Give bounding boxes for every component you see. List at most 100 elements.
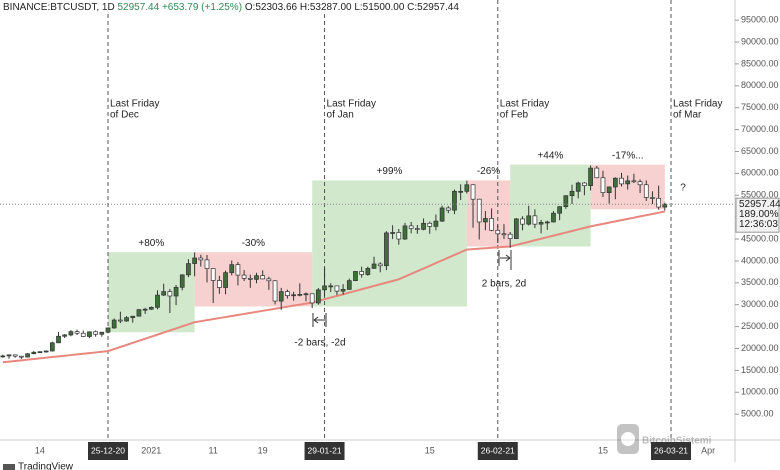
price-badge [735,197,780,233]
candle-body [415,228,420,230]
candle-body [25,353,30,358]
candle-body [148,306,154,310]
candle-body [643,184,649,198]
candle-body [625,180,631,185]
candle-body [118,319,123,322]
x-tick-label: 15 [598,445,608,455]
price-change: +653.79 (+1.25%) [162,2,242,13]
candle-body [476,198,482,223]
candle-body [371,263,377,269]
x-tick-label: 26-02-21 [481,445,515,455]
candle-body [328,285,334,288]
candle-body [650,197,655,199]
moving-average [2,210,666,364]
candle-body [297,293,303,296]
candle-body [0,355,6,358]
x-tick-label: 29-01-21 [308,445,342,455]
candle-body [167,291,173,297]
candle-body [656,197,661,208]
candle-body [390,232,395,234]
candle-body [575,182,581,192]
candle-body [322,285,327,291]
candle-body [594,167,600,179]
candle-body [291,294,296,297]
y-tick-label: 15000.00 [741,365,779,375]
box-label: -17%... [612,150,644,161]
candle-body [631,180,637,183]
watermark-text: BitcoinSistemi [642,436,712,447]
y-tick-label: 75000.00 [741,102,779,112]
marker-label: Last Friday [327,99,376,110]
candle-body [544,221,550,224]
annotation-text: 2 bars, 2d [482,279,526,290]
candle-body [396,232,402,240]
candle-body [464,184,470,192]
y-tick-label: 70000.00 [741,124,779,134]
x-tick-highlight [651,442,692,460]
y-tick-label: 30000.00 [741,299,779,309]
header-bg [0,0,420,14]
watermark-logo [621,432,635,446]
annotation: -2 bars, -2d 2 bars, 2d ? [294,183,686,349]
candle-body [316,289,321,304]
candle-body [619,177,624,185]
axes: 5000.00 10000.00 15000.00 20000.00 25000.00 3… [35,15,780,460]
box-label: +80% [138,238,164,249]
x-tick-highlight [88,442,128,460]
candle-body [600,177,606,193]
price-badge-value: 52957.44 [739,199,780,210]
candle-body [569,190,575,197]
candle-body [235,264,241,276]
candle-body [105,327,111,333]
candle-body [192,257,197,264]
candle-body [272,280,278,302]
candle-body [124,317,129,322]
candle-body [285,291,290,297]
ohlc: O:52303.66 H:53287.00 L:51500.00 C:52957… [245,2,460,13]
candle-body [229,264,235,274]
candle-body [198,257,204,261]
candle-body [278,291,284,302]
price-badge-change: 189.00% [739,209,779,220]
x-tick-label: 26-03-21 [654,445,688,455]
candle-body [402,225,408,240]
plot-area: +80% -30%+99% -26%+44% -17%...Last Fridayof… [0,0,735,440]
candle-body [495,229,501,235]
marker-label: Last Friday [673,99,722,110]
x-tick-label: 14 [35,445,45,455]
candle-body [526,215,532,225]
y-tick-label: 90000.00 [741,36,779,46]
box-label: +44% [537,150,563,161]
candle-body [408,225,414,229]
candle-body [520,218,525,225]
candle-body [142,308,148,311]
candle-body [12,354,18,357]
y-tick-label: 25000.00 [741,321,779,331]
candle-body [612,177,618,188]
x-tick-label: 25-12-20 [91,445,125,455]
candle-body [247,278,253,280]
marker-label: Last Friday [500,99,549,110]
candle-body [223,272,228,288]
candle-body [99,331,105,335]
candle-body [662,203,668,208]
y-tick-label: 65000.00 [741,146,779,156]
y-tick-label: 5000.00 [741,409,774,419]
brand-logo [3,464,15,470]
candle-body [346,280,352,290]
candle-body [217,280,222,288]
x-tick-label: 15 [425,445,435,455]
candle-body [452,190,457,211]
candle-body [19,355,24,358]
candle-body [563,195,569,207]
last-price: 52957.44 [117,2,159,13]
candle-body [532,215,538,225]
candle-body [439,207,445,222]
marker-label: Last Friday [110,99,159,110]
candle-body [433,220,439,227]
y-tick-label: 55000.00 [741,190,779,200]
candle-body [551,212,556,223]
header: BINANCE:BTCUSDT, 1D 52957.44 +653.79 (+1… [3,2,459,13]
y-tick-label: 85000.00 [741,58,779,68]
annotation-text: -2 bars, -2d [294,338,345,349]
